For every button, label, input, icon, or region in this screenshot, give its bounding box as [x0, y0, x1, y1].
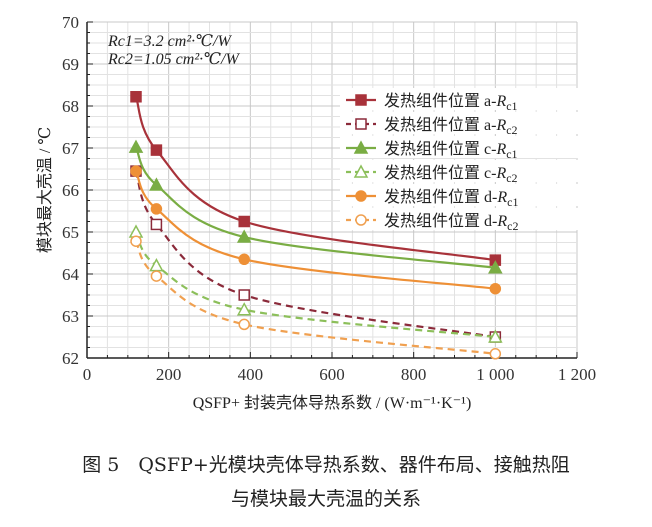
y-tick-label: 65: [62, 223, 79, 242]
legend-label: 发热组件位置 c-Rc2: [384, 164, 518, 185]
legend-item: 发热组件位置 c-Rc2: [340, 160, 580, 185]
caption-line-2: 与模块最大壳温的关系: [230, 488, 421, 510]
marker-circle: [355, 190, 367, 202]
legend-item: 发热组件位置 a-Rc1: [340, 88, 580, 113]
marker-square: [130, 91, 142, 103]
marker-triangle: [488, 329, 503, 343]
x-tick-label: 800: [401, 365, 427, 384]
legend-item: 发热组件位置 d-Rc2: [340, 208, 580, 233]
marker-circle: [489, 348, 502, 360]
marker-circle: [489, 282, 502, 295]
annotation: Rc1=3.2 cm²·℃/W: [107, 33, 232, 50]
legend-bg: [340, 160, 580, 182]
y-tick-label: 70: [62, 13, 79, 32]
series-line: [135, 231, 496, 339]
y-axis-label: 模块最大壳温 / ℃: [36, 127, 54, 253]
chart: 0 200 400 600 800 1 000 1 200 62 63 64 65 66 67 68 69 7…: [36, 13, 596, 412]
legend-item: 发热组件位置 a-Rc2: [340, 112, 580, 137]
y-tick-label: 62: [62, 349, 79, 368]
y-tick-label: 68: [62, 97, 79, 116]
x-axis-label: QSFP+ 封装壳体导热系数 / (W·m⁻¹·K⁻¹): [193, 394, 472, 412]
marker-circle: [238, 253, 250, 266]
marker-triangle: [353, 140, 369, 154]
y-tick-label: 66: [62, 181, 79, 200]
marker-square: [150, 218, 163, 231]
x-tick-label: 1 000: [476, 365, 514, 384]
marker-triangle: [236, 302, 252, 316]
series-line: [134, 170, 496, 339]
legend-item: 发热组件位置 d-Rc1: [340, 184, 580, 209]
x-tick-label: 600: [319, 365, 345, 384]
marker-triangle: [236, 229, 252, 243]
x-tick-label: 400: [238, 365, 264, 384]
marker-circle: [130, 235, 142, 247]
annotation: Rc2=1.05 cm²·℃/W: [107, 51, 240, 68]
series-line: [134, 146, 496, 269]
series-3: [128, 224, 503, 343]
legend-bg: [340, 112, 580, 134]
legend-bg: [340, 136, 580, 158]
legend-bg: [340, 208, 580, 230]
legend-label: 发热组件位置 a-Rc1: [384, 92, 518, 113]
marker-square: [238, 215, 250, 228]
legend-bg: [340, 88, 580, 110]
marker-square: [238, 289, 250, 301]
marker-circle: [150, 203, 163, 215]
series-4: [130, 165, 502, 295]
x-tick-label: 1 200: [558, 365, 596, 384]
marker-circle: [130, 165, 142, 177]
legend-label: 发热组件位置 d-Rc2: [384, 212, 518, 233]
y-tick-label: 69: [62, 55, 79, 74]
marker-triangle: [149, 258, 164, 272]
legend-label: 发热组件位置 a-Rc2: [384, 116, 518, 137]
marker-circle: [150, 270, 163, 282]
marker-circle: [238, 318, 250, 331]
y-tick-label: 63: [62, 307, 79, 326]
marker-square: [355, 118, 367, 130]
marker-circle: [355, 214, 367, 226]
x-tick-label: 0: [83, 365, 92, 384]
series-line: [134, 96, 496, 262]
legend-label: 发热组件位置 d-Rc1: [384, 188, 518, 209]
marker-square: [150, 144, 163, 156]
series-line: [134, 240, 496, 355]
marker-triangle: [488, 260, 503, 274]
y-tick-label: 67: [62, 139, 80, 158]
y-tick-label: 64: [62, 265, 80, 284]
marker-triangle: [149, 177, 164, 191]
marker-triangle: [353, 164, 369, 178]
legend-bg: [340, 184, 580, 206]
caption-line-1: 图 5 QSFP+光模块壳体导热系数、器件布局、接触热阻: [82, 454, 570, 476]
x-tick-label: 200: [156, 365, 182, 384]
series-2: [128, 139, 503, 274]
marker-square: [355, 94, 367, 106]
series-line: [134, 170, 496, 290]
marker-triangle: [128, 139, 144, 153]
legend-label: 发热组件位置 c-Rc1: [384, 140, 518, 161]
legend-item: 发热组件位置 c-Rc1: [340, 136, 580, 161]
series-5: [130, 235, 502, 360]
